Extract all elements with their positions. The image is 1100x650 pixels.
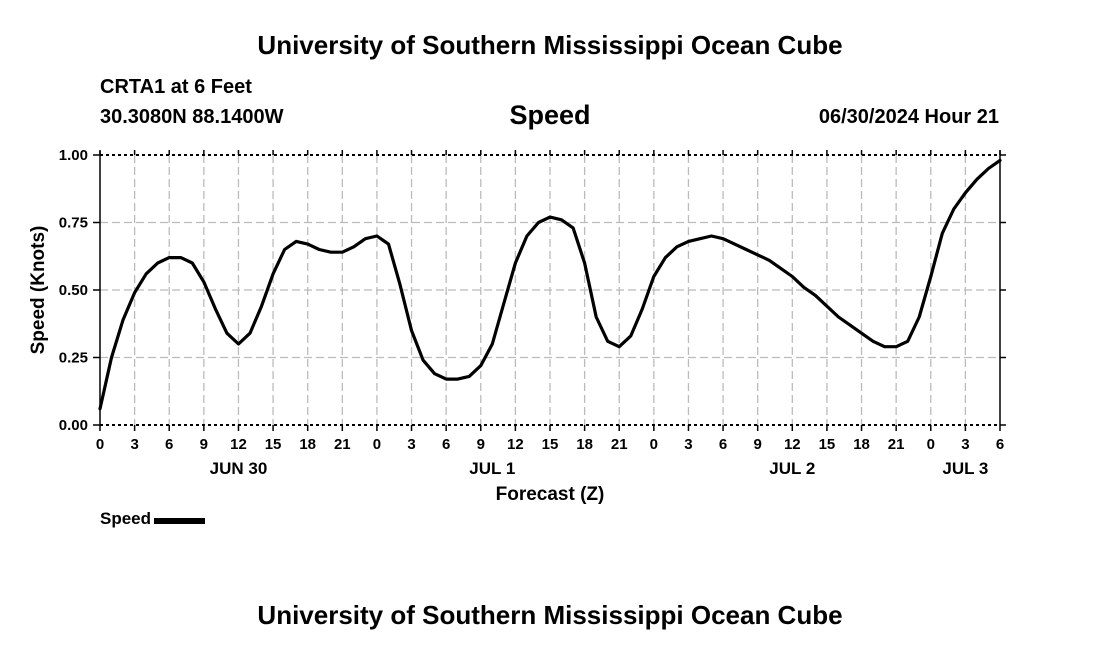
x-tick-label: 9 (754, 436, 762, 453)
x-tick-label: 21 (888, 436, 905, 453)
y-tick-label: 0.75 (59, 215, 88, 232)
x-tick-label: 12 (507, 436, 524, 453)
x-tick-label: 6 (719, 436, 727, 453)
x-tick-label: 18 (576, 436, 593, 453)
x-tick-label: 6 (442, 436, 450, 453)
x-tick-label: 3 (961, 436, 969, 453)
x-axis-title: Forecast (Z) (496, 484, 605, 505)
axes (93, 150, 1006, 431)
x-tick-label: 0 (96, 436, 104, 453)
axis-labels: 0 3 6 9 12 15 18 21 0 3 6 9 12 15 18 21 0 3 6 9 12 15 18 21 0 3 6 0… (59, 147, 1004, 478)
x-tick-label: 6 (996, 436, 1004, 453)
x-tick-label: 15 (265, 436, 282, 453)
y-tick-label: 0.00 (59, 417, 88, 434)
x-tick-label: 3 (684, 436, 692, 453)
legend: Speed (100, 509, 206, 529)
grid (100, 155, 1000, 425)
day-label: JUL 3 (942, 459, 988, 478)
x-tick-label: 12 (784, 436, 801, 453)
forecast-timestamp: 06/30/2024 Hour 21 (818, 106, 999, 128)
x-tick-label: 3 (407, 436, 415, 453)
chart-title-bottom: University of Southern Mississippi Ocean… (257, 600, 843, 630)
station-label: CRTA1 at 6 Feet (100, 76, 252, 98)
x-tick-label: 12 (230, 436, 247, 453)
x-tick-label: 18 (299, 436, 316, 453)
y-tick-label: 0.50 (59, 282, 88, 299)
x-tick-label: 21 (334, 436, 351, 453)
legend-line-swatch (154, 517, 206, 524)
legend-label: Speed (100, 509, 152, 528)
day-label: JUL 2 (769, 459, 815, 478)
y-tick-label: 1.00 (59, 147, 88, 164)
x-tick-label: 21 (611, 436, 628, 453)
x-tick-label: 18 (853, 436, 870, 453)
x-tick-label: 9 (200, 436, 208, 453)
x-tick-label: 0 (927, 436, 935, 453)
x-tick-label: 0 (373, 436, 381, 453)
station-coordinates: 30.3080N 88.1400W (100, 106, 284, 128)
x-tick-label: 9 (477, 436, 485, 453)
y-axis-title: Speed (Knots) (28, 226, 49, 355)
x-tick-label: 6 (165, 436, 173, 453)
y-tick-label: 0.25 (59, 350, 88, 367)
x-tick-label: 15 (819, 436, 836, 453)
x-tick-label: 0 (650, 436, 658, 453)
series-layer (98, 158, 1002, 411)
day-label: JUL 1 (469, 459, 515, 478)
x-tick-label: 15 (542, 436, 559, 453)
speed-series-line (98, 158, 1002, 411)
day-label: JUN 30 (210, 459, 268, 478)
chart-title-top: University of Southern Mississippi Ocean… (257, 30, 843, 60)
x-tick-label: 3 (130, 436, 138, 453)
variable-title: Speed (509, 100, 591, 130)
